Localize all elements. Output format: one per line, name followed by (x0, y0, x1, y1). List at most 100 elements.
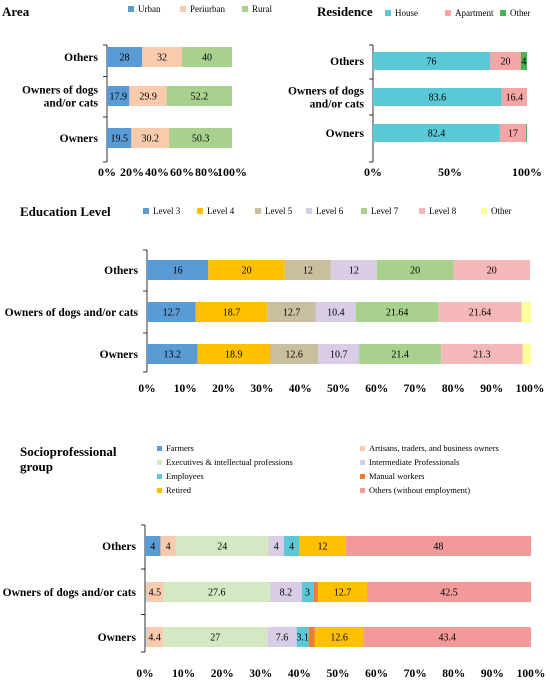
education-bar-segment (522, 344, 532, 364)
education-legend-swatch (481, 208, 487, 214)
residence-data-label: 83.6 (429, 93, 447, 104)
socioprofessional-data-label: 12.7 (334, 588, 352, 599)
socioprofessional-bar-segment (313, 582, 318, 602)
residence-data-label: 4 (521, 57, 526, 68)
socioprofessional-bar-segment (160, 536, 176, 556)
education-bar-segment (315, 302, 356, 322)
area-x-tick-label: 20% (120, 165, 144, 179)
socioprofessional-bar-segment (363, 627, 531, 647)
education-data-label: 12 (349, 266, 359, 277)
socioprofessional-x-tick-label: 30% (249, 668, 272, 680)
area-bar-segment (169, 128, 232, 148)
education-bar-segment (147, 260, 209, 280)
education-data-label: 20 (487, 266, 497, 277)
education-category-label: Owners of dogs and/or cats (5, 307, 139, 319)
education-data-label: 21.64 (386, 308, 409, 319)
area-bar-segment (107, 128, 132, 148)
area-category-label: and/or cats (44, 98, 99, 110)
residence-category-label: Owners (326, 128, 365, 140)
education-data-label: 10.4 (327, 308, 345, 319)
area-bar-segment (166, 86, 232, 106)
area-data-label: 19.5 (110, 134, 128, 145)
area-bar-segment (182, 47, 232, 67)
education-bar-segment (147, 302, 196, 322)
residence-bar-segment (520, 52, 527, 70)
socioprofessional-title: Socioprofessional (20, 444, 117, 459)
socioprofessional-bar-segment (146, 582, 164, 602)
area-data-label: 30.2 (142, 134, 160, 145)
area-category-label: Owners of dogs (22, 85, 99, 97)
area-data-label: 28 (120, 53, 130, 64)
socioprofessional-data-label: 3 (305, 588, 310, 599)
socioprofessional-bar-segment (283, 536, 300, 556)
education-bar-segment (269, 344, 319, 364)
socioprofessional-category-label: Owners of dogs and/or cats (3, 587, 137, 599)
residence-legend-swatch (445, 10, 451, 16)
education-bar-segment (438, 302, 522, 322)
socioprofessional-legend-label: Artisans, traders, and business owners (369, 443, 499, 453)
socioprofessional-legend-swatch (360, 488, 365, 493)
socioprofessional-bar-segment (146, 627, 164, 647)
socioprofessional-x-tick-label: 80% (442, 668, 465, 680)
socioprofessional-category-label: Others (102, 541, 136, 553)
socioprofessional-bar-segment (296, 627, 309, 647)
residence-legend-swatch (500, 10, 506, 16)
residence-data-label: 20 (500, 57, 510, 68)
education-x-tick-label: 10% (174, 383, 197, 395)
socioprofessional-x-tick-label: 50% (327, 668, 350, 680)
socioprofessional-data-label: 27 (210, 633, 220, 644)
education-legend-label: Level 4 (207, 206, 235, 216)
residence-data-label: 82.4 (428, 129, 446, 140)
education-title: Education Level (20, 204, 111, 219)
socioprofessional-legend-label: Executives & intellectual professions (166, 457, 293, 467)
socioprofessional-legend-label: Manual workers (369, 471, 424, 481)
education-legend-swatch (197, 208, 203, 214)
socioprofessional-bar-segment (270, 582, 302, 602)
residence-bar-segment (499, 124, 527, 142)
education-x-tick-label: 30% (250, 383, 273, 395)
socioprofessional-data-label: 42.5 (440, 588, 458, 599)
education-legend-swatch (419, 208, 425, 214)
area-data-label: 50.3 (192, 134, 210, 145)
socioprofessional-data-label: 4 (274, 542, 279, 553)
socioprofessional-data-label: 8.2 (280, 588, 293, 599)
area-chart: Area Urban Periurban Rural 28 32 40 Others 17.9 2… (2, 4, 272, 179)
education-chart: Education Level Level 3 Level 4 Level 5 Leve… (5, 204, 545, 395)
area-category-label: Owners (60, 133, 99, 145)
education-legend-swatch (255, 208, 261, 214)
socioprofessional-data-label: 4.4 (148, 633, 161, 644)
residence-bar-segment (501, 88, 527, 106)
residence-category-label: Others (330, 56, 364, 68)
area-legend-label: Rural (252, 4, 272, 14)
education-data-label: 16 (173, 266, 183, 277)
socioprofessional-data-label: 4.5 (149, 588, 162, 599)
socioprofessional-x-tick-label: 0% (136, 668, 153, 680)
education-x-tick-label: 0% (138, 383, 155, 395)
socioprofessional-bar-segment (268, 536, 284, 556)
socioprofessional-legend-label: Retired (166, 485, 192, 495)
socioprofessional-bar-segment (314, 627, 364, 647)
residence-bar-segment (373, 124, 500, 142)
education-x-tick-label: 70% (404, 383, 427, 395)
education-data-label: 13.2 (164, 350, 182, 361)
socioprofessional-category-label: Owners (98, 632, 137, 644)
residence-bar-segment (526, 124, 527, 142)
area-bar-segment (129, 86, 167, 106)
socioprofessional-legend-swatch (360, 446, 365, 451)
area-legend-swatch (242, 6, 248, 12)
socioprofessional-legend-label: Employees (166, 471, 204, 481)
residence-x-tick-label: 50% (438, 165, 462, 179)
education-legend-label: Level 3 (153, 206, 181, 216)
socioprofessional-data-label: 27.6 (208, 588, 226, 599)
socioprofessional-bar-segment (299, 536, 346, 556)
socioprofessional-legend-swatch (157, 460, 162, 465)
education-data-label: 20 (242, 266, 252, 277)
residence-data-label: 76 (427, 57, 437, 68)
socioprofessional-data-label: 12.6 (330, 633, 348, 644)
area-bar-segment (107, 86, 130, 106)
residence-legend-swatch (385, 10, 391, 16)
education-bar-segment (318, 344, 360, 364)
socioprofessional-data-label: 4 (150, 542, 155, 553)
socioprofessional-bar-segment (345, 536, 531, 556)
